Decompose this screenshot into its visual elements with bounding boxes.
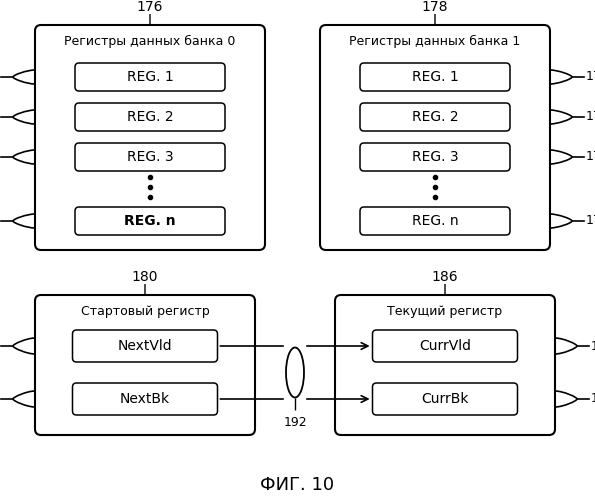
FancyBboxPatch shape — [75, 63, 225, 91]
Text: 190: 190 — [591, 392, 595, 406]
Text: 178: 178 — [422, 0, 448, 14]
FancyBboxPatch shape — [320, 25, 550, 250]
Text: Регистры данных банка 1: Регистры данных банка 1 — [349, 34, 521, 48]
Text: REG. 1: REG. 1 — [127, 70, 173, 84]
FancyBboxPatch shape — [75, 103, 225, 131]
Text: 176: 176 — [137, 0, 163, 14]
FancyBboxPatch shape — [75, 207, 225, 235]
Text: 188: 188 — [591, 340, 595, 352]
Text: REG. 3: REG. 3 — [127, 150, 173, 164]
Text: NextBk: NextBk — [120, 392, 170, 406]
FancyBboxPatch shape — [360, 143, 510, 171]
FancyBboxPatch shape — [372, 383, 518, 415]
FancyBboxPatch shape — [35, 25, 265, 250]
Text: REG. n: REG. n — [412, 214, 458, 228]
Text: 180: 180 — [131, 270, 158, 284]
Text: 178d: 178d — [586, 214, 595, 228]
FancyBboxPatch shape — [35, 295, 255, 435]
Text: 178a: 178a — [586, 70, 595, 84]
Text: REG. 2: REG. 2 — [412, 110, 458, 124]
Text: REG. 2: REG. 2 — [127, 110, 173, 124]
FancyBboxPatch shape — [75, 143, 225, 171]
Text: CurrBk: CurrBk — [421, 392, 469, 406]
Text: 178b: 178b — [586, 110, 595, 124]
Text: REG. 1: REG. 1 — [412, 70, 458, 84]
Text: Стартовый регистр: Стартовый регистр — [81, 304, 209, 318]
FancyBboxPatch shape — [360, 207, 510, 235]
Ellipse shape — [286, 348, 304, 398]
Text: NextVld: NextVld — [118, 339, 173, 353]
Text: REG. n: REG. n — [124, 214, 176, 228]
Text: Текущий регистр: Текущий регистр — [387, 304, 503, 318]
Text: 192: 192 — [283, 416, 307, 428]
Text: REG. 3: REG. 3 — [412, 150, 458, 164]
FancyBboxPatch shape — [335, 295, 555, 435]
FancyBboxPatch shape — [360, 63, 510, 91]
Text: ФИГ. 10: ФИГ. 10 — [260, 476, 334, 494]
FancyBboxPatch shape — [372, 330, 518, 362]
Text: 178c: 178c — [586, 150, 595, 164]
Text: CurrVld: CurrVld — [419, 339, 471, 353]
Text: 186: 186 — [432, 270, 458, 284]
FancyBboxPatch shape — [360, 103, 510, 131]
Text: Регистры данных банка 0: Регистры данных банка 0 — [64, 34, 236, 48]
FancyBboxPatch shape — [73, 330, 218, 362]
FancyBboxPatch shape — [73, 383, 218, 415]
